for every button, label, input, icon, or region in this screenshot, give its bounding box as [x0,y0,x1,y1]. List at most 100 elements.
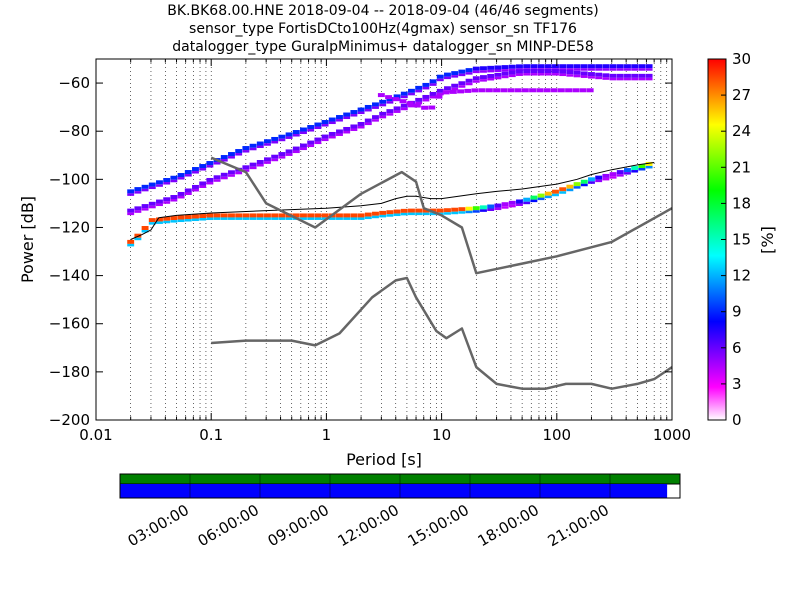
ppsd-cell [372,106,379,109]
ppsd-cell [559,73,567,77]
colorbar-tick-label: 15 [732,231,751,249]
ppsd-cell [177,173,185,178]
ppsd-cell [271,217,279,220]
ppsd-cell [442,90,450,95]
ppsd-cell [213,175,221,180]
ppsd-cell [220,155,228,160]
ppsd-cell [163,178,171,183]
ppsd-cell [501,206,509,209]
ppsd-cell [386,214,394,217]
ppsd-cell [271,136,279,141]
ppsd-cell [458,211,466,214]
ppsd-cell [530,195,538,200]
ppsd-cell [530,199,538,203]
ppsd-cell [336,119,343,122]
ppsd-cell [206,181,214,185]
ppsd-cell [300,217,307,220]
ppsd-cell [609,176,617,179]
ppsd-cell [264,139,271,144]
ppsd-cell [336,115,343,120]
ppsd-cell [357,217,365,220]
x-tick-label: 1 [322,426,332,444]
ppsd-cell [249,143,257,148]
ppsd-cell [350,213,358,218]
timeline-tick-label: 15:00:00 [405,501,472,550]
y-axis-label: Power [dB] [18,196,37,283]
ppsd-cell [400,103,408,108]
ppsd-cell [645,64,653,69]
ppsd-cell [343,130,351,134]
y-axis: −200 −180 −160 −140 −120 −100 −80 −60 [49,74,672,429]
ppsd-cell [465,206,473,211]
ppsd-cell [141,208,149,211]
ppsd-cell [285,149,293,154]
noise-model-curve [210,156,673,275]
ppsd-cell [228,156,235,159]
ppsd-cell [415,85,423,90]
ppsd-cell [264,143,271,146]
ppsd-cell [307,144,315,148]
ppsd-cell [588,64,595,69]
ppsd-cell [343,126,351,131]
ppsd-cell [285,153,293,156]
ppsd-cell [400,107,408,111]
ppsd-cell [184,192,192,195]
ppsd-cell [278,156,286,159]
ppsd-cell [609,73,617,78]
ppsd-cell [314,213,322,218]
ppsd-cell [494,72,502,77]
ppsd-cell [516,203,523,206]
ppsd-cell [199,185,207,188]
ppsd-cell [170,199,178,202]
ppsd-cell [444,86,451,91]
ppsd-cell [580,71,588,76]
ppsd-cell [552,73,559,76]
ppsd-cell [177,215,185,220]
ppsd-cell [400,91,408,96]
ppsd-cell [393,110,401,113]
colorbar-tick-label: 18 [732,194,751,212]
ppsd-cell [170,195,178,200]
colorbar-axis: 0 3 6 9 12 15 18 21 24 27 30 [721,50,751,429]
colorbar-tick-label: 24 [732,122,751,140]
ppsd-cell [422,82,430,87]
ppsd-cell [163,220,171,224]
ppsd-cell [278,152,286,157]
ppsd-cell [192,188,199,192]
ppsd-cell [529,88,537,93]
ppsd-cell [444,72,451,77]
ppsd-cell [372,215,379,219]
ppsd-cell [557,88,565,93]
ppsd-cell [242,217,250,220]
ppsd-cell [436,208,444,213]
ppsd-cell [206,217,214,221]
ppsd-cell [580,75,588,78]
ppsd-cell [228,170,235,175]
ppsd-cell [156,180,163,185]
ppsd-cell [422,86,430,90]
ppsd-cell [408,212,415,216]
ppsd-cell [444,76,451,80]
chart-title-line2: sensor_type FortisDCto100Hz(4gmax) senso… [189,21,577,37]
ppsd-cell [501,71,509,76]
ppsd-cell [624,73,631,78]
ppsd-band-secondary [377,88,594,110]
ppsd-cell [523,201,531,205]
ppsd-cell [472,76,480,81]
ppsd-cell [465,68,473,73]
ppsd-cell [192,184,199,189]
colorbar-tick-label: 21 [732,158,751,176]
ppsd-cell [350,110,358,115]
ppsd-cell [487,73,495,78]
ppsd-cell [321,138,329,142]
ppsd-cell [148,201,156,206]
chart-title-line1: BK.BK68.00.HNE 2018-09-04 -- 2018-09-04 … [167,3,599,19]
ppsd-cell [501,202,509,207]
ppsd-cell [537,64,545,69]
ppsd-cell [292,150,300,154]
ppsd-cell [552,193,559,197]
ppsd-cell [638,73,646,78]
ppsd-cell [523,197,531,202]
ppsd-cell [400,208,408,213]
ppsd-cell [242,146,250,151]
